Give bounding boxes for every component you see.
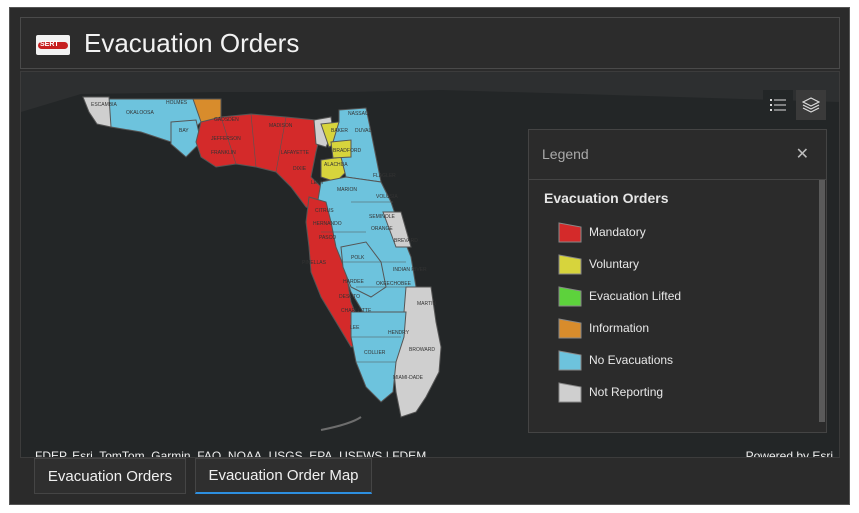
- close-icon[interactable]: ✕: [795, 146, 809, 163]
- app-header: SERT Evacuation Orders: [20, 17, 840, 69]
- page-title: Evacuation Orders: [84, 28, 300, 58]
- county-label: ALACHUA: [324, 162, 348, 168]
- county-label: BREVARD: [394, 238, 418, 244]
- county-label: POLK: [351, 255, 365, 261]
- not-reporting-swatch: [558, 382, 582, 403]
- layers-icon: [802, 97, 820, 113]
- county-label: DIXIE: [293, 166, 307, 172]
- county-label: LAFAYETTE: [281, 150, 310, 156]
- county-label: MARTIN: [417, 301, 436, 307]
- legend-header: Legend ✕: [529, 130, 826, 180]
- legend-item-information: Information: [558, 316, 649, 340]
- county-label: BROWARD: [409, 347, 435, 353]
- legend-item-mandatory: Mandatory: [558, 220, 646, 244]
- county-region-south[interactable]: [350, 311, 407, 403]
- county-label: OKEECHOBEE: [376, 281, 412, 287]
- powered-by-esri[interactable]: Powered by Esri: [745, 449, 833, 458]
- county-label: MADISON: [269, 123, 293, 129]
- county-label: DUVAL: [355, 128, 372, 134]
- legend-list-icon: [770, 99, 786, 111]
- tab-evacuation-orders[interactable]: Evacuation Orders: [34, 458, 186, 494]
- information-swatch: [558, 318, 582, 339]
- county-label: FRANKLIN: [211, 150, 236, 156]
- county-label: OKALOOSA: [126, 110, 154, 116]
- county-label: MARION: [337, 187, 357, 193]
- county-label: ESCAMBIA: [91, 102, 118, 108]
- county-label: LEVY: [311, 180, 324, 186]
- county-label: HOLMES: [166, 100, 188, 106]
- mandatory-swatch: [558, 222, 582, 243]
- county-label: BAY: [179, 128, 189, 134]
- county-label: LEE: [350, 325, 360, 331]
- legend-list-button[interactable]: [763, 90, 793, 120]
- map-attribution: FDEP, Esri, TomTom, Garmin, FAO, NOAA, U…: [35, 449, 427, 458]
- legend-item-voluntary: Voluntary: [558, 252, 639, 276]
- county-label: BAKER: [331, 128, 348, 134]
- tab-evacuation-order-map[interactable]: Evacuation Order Map: [195, 458, 372, 494]
- county-label: PINELLAS: [302, 260, 327, 266]
- county-label: MIAMI-DADE: [393, 375, 424, 381]
- county-region-big-bend[interactable]: [195, 113, 322, 213]
- legend-item-evacuation-lifted: Evacuation Lifted: [558, 284, 681, 308]
- county-label: JEFFERSON: [211, 136, 241, 142]
- county-label: CITRUS: [315, 208, 334, 214]
- county-label: ORANGE: [371, 226, 393, 232]
- map-view[interactable]: ESCAMBIA OKALOOSA HOLMES BAY GADSDEN JEF…: [20, 71, 840, 458]
- county-label: PASCO: [319, 235, 336, 241]
- county-label: HENDRY: [388, 330, 410, 336]
- county-label: GADSDEN: [214, 117, 239, 123]
- county-label: NASSAU: [348, 111, 369, 117]
- county-label: CHARLOTTE: [341, 308, 372, 314]
- voluntary-swatch: [558, 254, 582, 275]
- legend-item-not-reporting: Not Reporting: [558, 380, 663, 404]
- county-label: HARDEE: [343, 279, 365, 285]
- no-evacuations-swatch: [558, 350, 582, 371]
- county-label: BRADFORD: [333, 148, 361, 154]
- layers-button[interactable]: [796, 90, 826, 120]
- legend-panel: Legend ✕ Evacuation Orders Mandatory Vol…: [528, 129, 827, 433]
- legend-item-no-evacuations: No Evacuations: [558, 348, 673, 372]
- legend-layer-title: Evacuation Orders: [544, 190, 669, 206]
- sert-logo: SERT: [36, 35, 70, 55]
- evacuation-lifted-swatch: [558, 286, 582, 307]
- county-label: COLLIER: [364, 350, 386, 356]
- county-label: HERNANDO: [313, 221, 342, 227]
- county-label: FLAGLER: [373, 173, 396, 179]
- legend-title: Legend: [542, 146, 589, 162]
- florida-map[interactable]: ESCAMBIA OKALOOSA HOLMES BAY GADSDEN JEF…: [21, 72, 840, 458]
- county-label: INDIAN RIVER: [393, 267, 427, 273]
- county-label: VOLUSIA: [376, 194, 398, 200]
- county-label: DESOTO: [339, 294, 360, 300]
- county-label: SEMINOLE: [369, 214, 396, 220]
- app-frame: SERT Evacuation Orders: [9, 7, 850, 505]
- legend-scrollbar[interactable]: [819, 180, 825, 422]
